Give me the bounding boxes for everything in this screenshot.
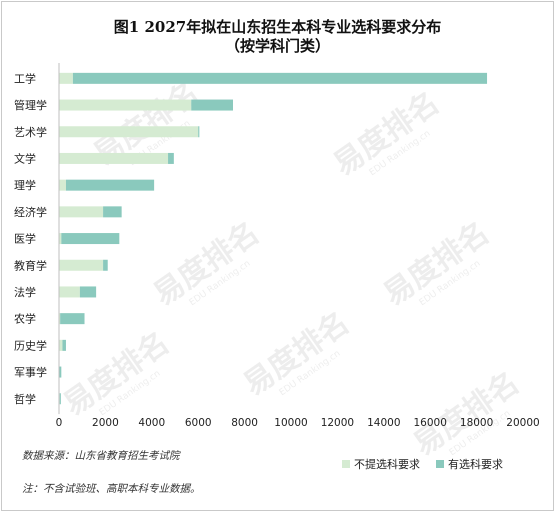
x-tick-label: 10000	[274, 417, 307, 429]
bar-segment	[59, 206, 103, 217]
bar-segment	[62, 340, 65, 351]
bar-segment	[59, 367, 61, 378]
x-tick-label: 4000	[138, 417, 165, 429]
x-tick-label: 0	[56, 417, 63, 429]
bar-segment	[103, 260, 108, 271]
bar-segment	[61, 233, 119, 244]
bar-segment	[59, 126, 198, 137]
category-label: 理学	[14, 178, 36, 192]
category-label: 医学	[14, 232, 36, 246]
bar-segment	[59, 260, 103, 271]
x-tick-label: 18000	[460, 417, 493, 429]
category-label: 哲学	[14, 392, 36, 406]
legend: 不提选科要求 有选科要求	[342, 457, 503, 471]
bar-segment	[59, 286, 80, 297]
legend-swatch	[436, 460, 444, 468]
bar-segment	[59, 73, 73, 84]
x-tick-label: 2000	[92, 417, 119, 429]
bar-segment	[191, 100, 233, 111]
category-label: 工学	[14, 71, 36, 85]
x-tick-label: 20000	[506, 417, 539, 429]
category-label: 军事学	[14, 365, 47, 379]
category-label: 文学	[14, 151, 36, 165]
bar-segment	[59, 340, 62, 351]
category-label: 法学	[14, 285, 36, 299]
x-tick-label: 12000	[321, 417, 354, 429]
x-tick-label: 16000	[413, 417, 446, 429]
category-label: 管理学	[14, 98, 47, 112]
category-label: 历史学	[14, 338, 47, 352]
bar-segment	[59, 100, 191, 111]
bar-segment	[60, 393, 61, 404]
bar-segment	[59, 153, 168, 164]
source-note: 数据来源：山东省教育招生考试院	[22, 448, 180, 463]
legend-swatch	[342, 460, 350, 468]
bar-segment	[60, 313, 84, 324]
bar-segment	[73, 73, 487, 84]
legend-label: 有选科要求	[448, 457, 503, 471]
category-label: 教育学	[14, 258, 47, 272]
x-tick-label: 6000	[185, 417, 212, 429]
legend-label: 不提选科要求	[354, 457, 420, 471]
category-label: 经济学	[14, 205, 47, 219]
bar-segment	[168, 153, 174, 164]
bar-segment	[80, 286, 96, 297]
bar-segment	[59, 180, 66, 191]
x-tick-label: 8000	[231, 417, 258, 429]
x-tick-label: 14000	[367, 417, 400, 429]
bar-segment	[103, 206, 122, 217]
category-label: 农学	[14, 312, 36, 326]
footnote: 注：不含试验班、高职本科专业数据。	[22, 481, 201, 496]
bar-segment	[198, 126, 199, 137]
category-label: 艺术学	[14, 125, 47, 139]
bar-segment	[66, 180, 154, 191]
